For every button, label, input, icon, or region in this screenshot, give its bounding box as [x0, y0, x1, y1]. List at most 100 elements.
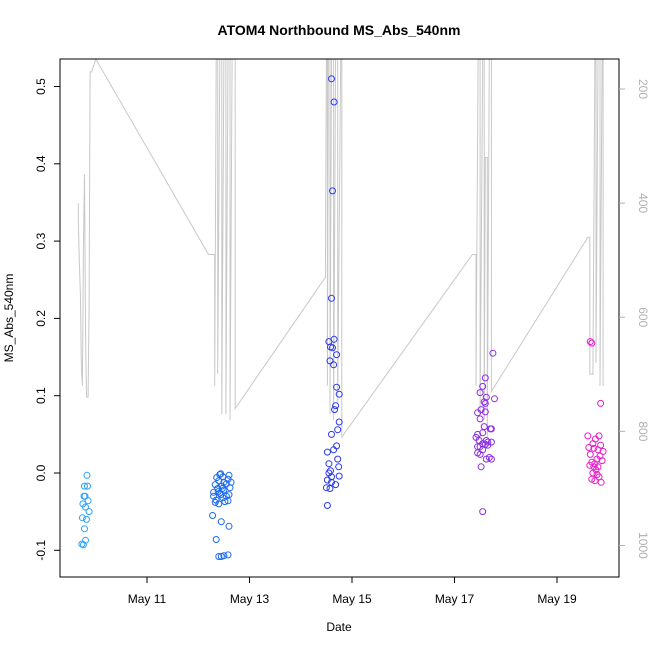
y-tick-label: 0.2	[34, 310, 48, 327]
y-tick-label: 0.0	[34, 464, 48, 481]
x-axis-label: Date	[326, 620, 352, 634]
data-point	[326, 485, 334, 492]
data-point	[323, 502, 331, 509]
data-point	[333, 383, 341, 391]
data-point	[480, 423, 488, 431]
data-point	[322, 484, 330, 492]
y2-tick-label: 800	[636, 421, 650, 441]
data-point	[586, 461, 594, 469]
data-point	[476, 450, 484, 458]
data-point	[84, 482, 91, 490]
data-point	[590, 444, 598, 452]
y-tick-label: 0.3	[34, 232, 48, 249]
data-point	[476, 415, 484, 423]
series-3	[322, 75, 343, 509]
data-point	[211, 498, 219, 506]
chart-title: ATOM4 Northbound MS_Abs_540nm	[218, 22, 461, 38]
data-point	[586, 450, 594, 458]
y-axis-label: MS_Abs_540nm	[2, 274, 16, 363]
data-point	[83, 515, 90, 523]
data-point	[585, 444, 593, 451]
data-point	[482, 437, 490, 444]
data-point	[334, 426, 342, 434]
data-point	[335, 390, 343, 398]
x-tick-label: May 15	[332, 592, 372, 606]
series-4	[472, 349, 498, 516]
data-point	[330, 98, 338, 106]
data-point	[224, 497, 232, 505]
y-tick-label: 0.1	[34, 387, 48, 404]
data-point	[82, 536, 89, 544]
data-point	[225, 522, 233, 530]
y-tick-label: -0.1	[34, 540, 48, 561]
data-point	[329, 187, 336, 195]
data-point	[481, 408, 489, 416]
data-point	[482, 455, 490, 463]
y-tick-label: 0.5	[34, 78, 48, 95]
data-point	[584, 432, 592, 440]
data-point	[216, 471, 224, 478]
data-point	[481, 399, 489, 407]
data-point	[81, 525, 88, 533]
y-axis: -0.1 0.0 0.1 0.2 0.3 0.4 0.5	[34, 78, 60, 561]
data-point	[218, 485, 226, 492]
data-point	[588, 339, 596, 347]
data-point	[79, 500, 87, 508]
data-point	[480, 398, 488, 406]
data-point	[328, 430, 335, 438]
data-point	[474, 443, 482, 451]
data-point	[598, 457, 606, 465]
series-5	[584, 338, 607, 486]
data-point	[225, 471, 233, 479]
points-layer	[78, 75, 607, 560]
data-point	[477, 463, 485, 471]
data-point	[78, 514, 86, 522]
data-point	[487, 425, 495, 433]
data-point	[209, 512, 217, 519]
y2-tick-label: 600	[636, 307, 650, 327]
data-point	[484, 441, 492, 449]
y2-tick-label: 400	[636, 193, 650, 213]
y-tick-label: 0.4	[34, 155, 48, 172]
data-point	[212, 536, 220, 543]
data-point	[85, 508, 93, 516]
data-point	[586, 338, 594, 346]
data-point	[335, 463, 343, 471]
data-point	[326, 357, 334, 365]
data-point	[481, 374, 489, 382]
y2-axis: 200 400 600 800 1000	[619, 79, 650, 559]
data-point	[323, 448, 331, 456]
data-point	[220, 552, 228, 560]
data-point	[332, 481, 340, 489]
data-point	[331, 406, 339, 414]
data-point	[224, 551, 232, 559]
data-point	[217, 470, 225, 478]
data-point	[479, 508, 487, 516]
data-point	[597, 478, 605, 486]
x-axis: May 11 May 13 May 15 May 17 May 19	[128, 577, 577, 606]
data-point	[333, 351, 341, 359]
data-point	[491, 395, 498, 403]
data-point	[597, 399, 605, 407]
data-point	[489, 349, 497, 357]
data-point	[330, 361, 338, 369]
y2-tick-label: 200	[636, 79, 650, 99]
data-point	[328, 294, 335, 302]
x-tick-label: May 11	[128, 592, 167, 606]
data-point	[328, 473, 335, 481]
y2-tick-label: 1000	[636, 532, 650, 559]
series-2	[209, 470, 235, 560]
data-point	[335, 418, 343, 426]
data-point	[591, 477, 599, 485]
data-point	[474, 409, 482, 417]
data-point	[334, 455, 342, 463]
data-point	[227, 478, 235, 486]
data-point	[325, 460, 333, 468]
data-point	[210, 492, 218, 500]
data-point	[329, 344, 336, 352]
data-point	[335, 472, 343, 480]
data-point	[81, 482, 88, 490]
data-point	[215, 553, 223, 560]
data-point	[211, 481, 219, 489]
